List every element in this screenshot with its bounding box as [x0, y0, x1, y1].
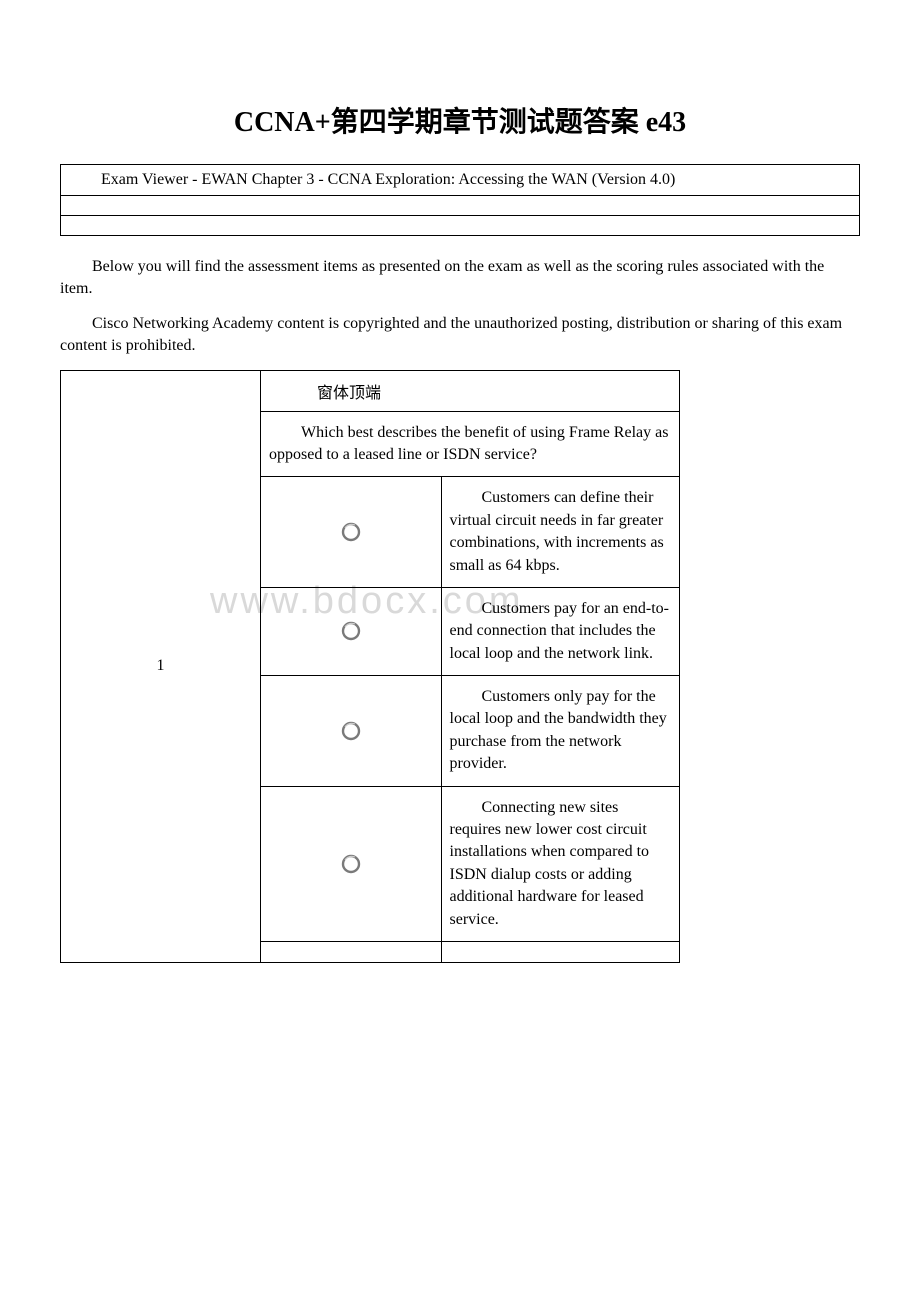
- option-radio-cell: [261, 786, 441, 941]
- option-text: Customers pay for an end-to-end connecti…: [441, 587, 679, 675]
- question-table: 1 窗体顶端 Which best describes the benefit …: [60, 370, 680, 963]
- empty-cell: [261, 941, 441, 962]
- option-text: Customers can define their virtual circu…: [441, 477, 679, 588]
- radio-icon[interactable]: [340, 521, 362, 543]
- radio-icon[interactable]: [340, 720, 362, 742]
- empty-cell: [61, 216, 860, 236]
- page-title: CCNA+第四学期章节测试题答案 e43: [60, 100, 860, 140]
- option-text: Customers only pay for the local loop an…: [441, 676, 679, 787]
- radio-icon[interactable]: [340, 620, 362, 642]
- option-text: Connecting new sites requires new lower …: [441, 786, 679, 941]
- intro-paragraph-1: Below you will find the assessment items…: [60, 256, 860, 301]
- option-radio-cell: [261, 477, 441, 588]
- question-prompt: Which best describes the benefit of usin…: [261, 412, 679, 477]
- radio-icon[interactable]: [340, 853, 362, 875]
- form-top-label: 窗体顶端: [261, 371, 679, 412]
- question-number: 1: [61, 370, 261, 962]
- intro-paragraph-2: Cisco Networking Academy content is copy…: [60, 313, 860, 358]
- options-table: Which best describes the benefit of usin…: [261, 412, 679, 962]
- empty-cell: [441, 941, 679, 962]
- empty-cell: [61, 196, 860, 216]
- option-radio-cell: [261, 676, 441, 787]
- exam-header-table: Exam Viewer - EWAN Chapter 3 - CCNA Expl…: [60, 164, 860, 236]
- exam-header-text: Exam Viewer - EWAN Chapter 3 - CCNA Expl…: [61, 165, 860, 196]
- question-content-cell: 窗体顶端 Which best describes the benefit of…: [261, 370, 680, 962]
- option-radio-cell: [261, 587, 441, 675]
